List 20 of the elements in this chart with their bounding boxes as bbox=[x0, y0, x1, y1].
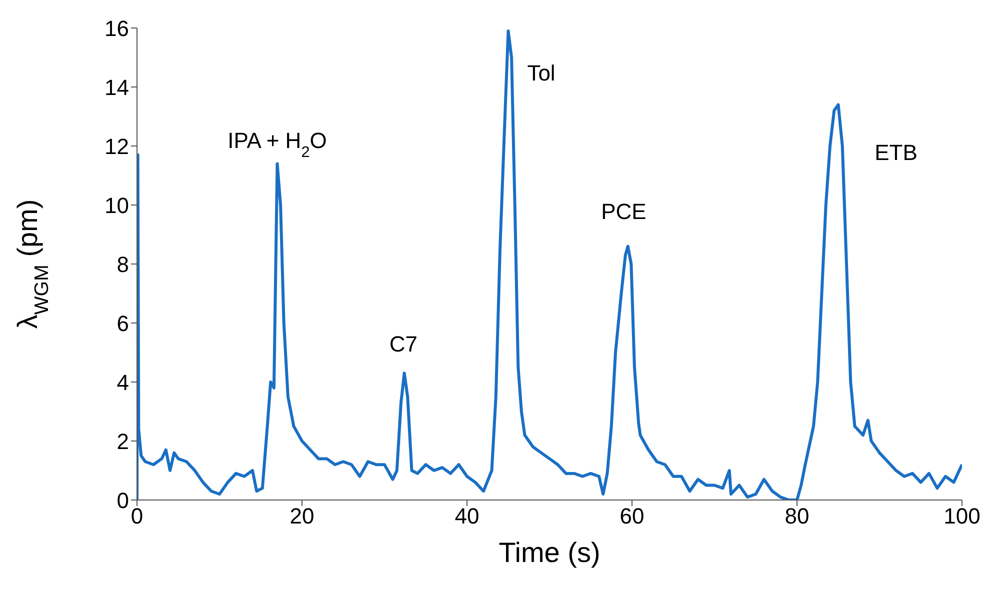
x-axis-title: Time (s) bbox=[498, 537, 600, 568]
y-tick-label: 4 bbox=[116, 370, 129, 395]
annotation: C7 bbox=[389, 332, 418, 357]
x-tick-label: 100 bbox=[944, 504, 980, 529]
y-tick-label: 12 bbox=[104, 134, 129, 159]
annotation: Tol bbox=[527, 60, 556, 86]
y-tick-label: 16 bbox=[104, 16, 129, 41]
x-tick-label: 60 bbox=[620, 504, 644, 529]
annotation: ETB bbox=[874, 140, 918, 165]
x-tick-label: 40 bbox=[454, 504, 480, 529]
annotation: PCE bbox=[601, 198, 646, 224]
y-tick-label: 14 bbox=[104, 74, 129, 100]
y-tick-label: 6 bbox=[116, 310, 129, 336]
annotation: IPA + H$_{2}$O bbox=[228, 128, 327, 161]
x-tick-label: 80 bbox=[784, 504, 810, 529]
y-tick-label: 10 bbox=[104, 192, 129, 218]
y-tick-label: 8 bbox=[116, 252, 129, 277]
y-tick-label: 2 bbox=[116, 428, 129, 454]
x-tick-label: 20 bbox=[290, 504, 314, 529]
y-tick-label: 0 bbox=[116, 488, 129, 513]
